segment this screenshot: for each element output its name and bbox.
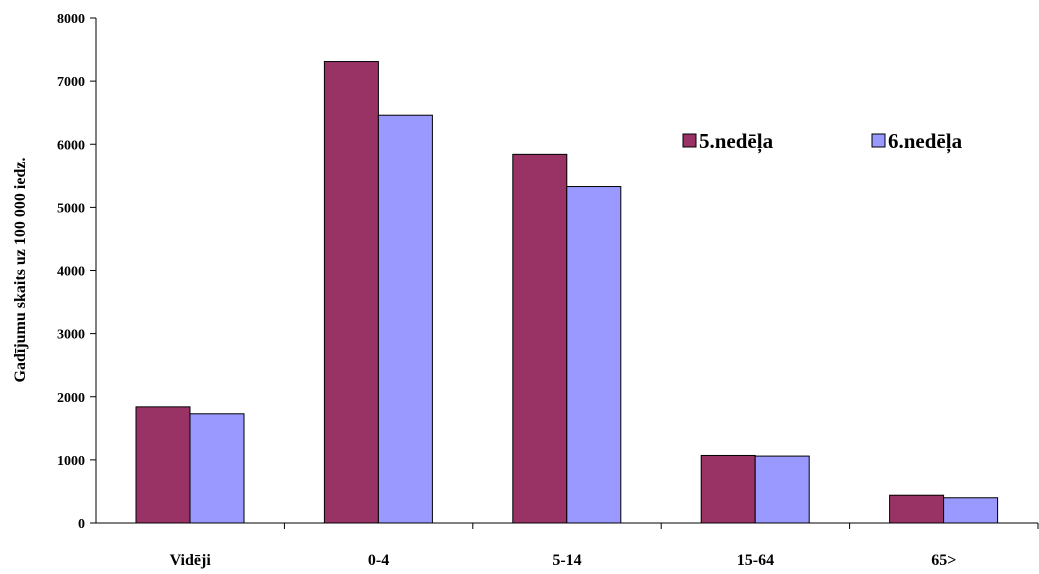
y-tick-label: 8000 bbox=[57, 12, 85, 27]
bar bbox=[754, 455, 810, 524]
bar bbox=[189, 413, 245, 524]
y-tick-label: 6000 bbox=[57, 138, 85, 153]
plot-area: 0 1000 2000 3000 4000 5000 6000 7000 8000 Vidēji 0… bbox=[57, 12, 1039, 569]
legend-label: 5.nedēļa bbox=[699, 129, 774, 154]
bar bbox=[323, 61, 379, 524]
y-tick-label: 4000 bbox=[57, 265, 85, 280]
legend-label: 6.nedēļa bbox=[888, 129, 963, 154]
y-tick-label: 7000 bbox=[57, 75, 85, 90]
bar bbox=[512, 153, 568, 524]
y-tick-label: 3000 bbox=[57, 328, 85, 343]
legend: 5.nedēļa 6.nedēļa bbox=[682, 129, 963, 154]
x-tick-label: Vidēji bbox=[170, 552, 212, 569]
bar bbox=[135, 406, 191, 524]
bar bbox=[566, 186, 622, 524]
x-tick-label: 0-4 bbox=[368, 552, 389, 569]
x-tick-label: 5-14 bbox=[552, 552, 581, 569]
y-tick-label: 2000 bbox=[57, 391, 85, 406]
y-axis-label: Gadījumu skaits uz 100 000 iedz. bbox=[12, 158, 29, 383]
legend-swatch bbox=[871, 133, 886, 148]
bar bbox=[943, 497, 999, 524]
bar bbox=[700, 454, 756, 524]
x-tick-label: 15-64 bbox=[737, 552, 774, 569]
legend-swatch bbox=[682, 133, 697, 148]
bar bbox=[889, 494, 945, 524]
y-tick-label: 1000 bbox=[57, 454, 85, 469]
y-tick-label: 5000 bbox=[57, 201, 85, 216]
bar bbox=[377, 114, 433, 524]
x-tick-label: 65> bbox=[931, 552, 956, 569]
y-tick-label: 0 bbox=[78, 517, 85, 532]
